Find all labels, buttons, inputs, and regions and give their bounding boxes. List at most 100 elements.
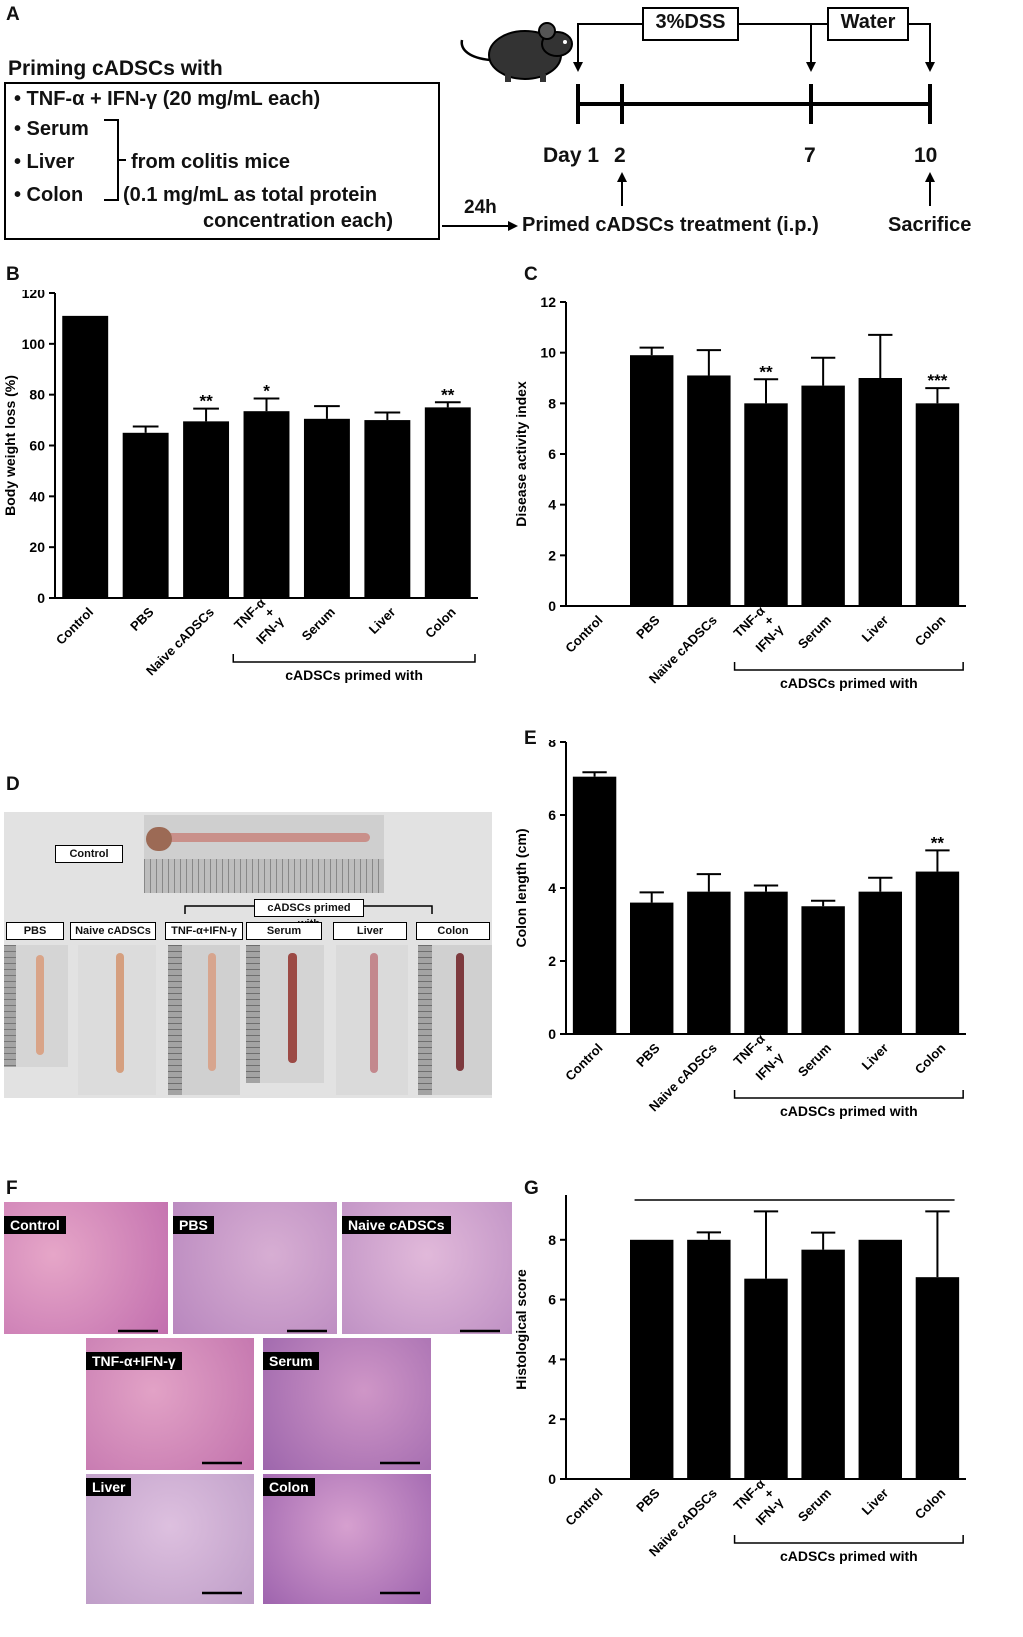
- primed-bracket-label: cADSCs primed with: [780, 1548, 918, 1564]
- significance-marker: **: [931, 833, 945, 852]
- water-box: [827, 7, 909, 41]
- x-tick-text: Control: [53, 604, 96, 647]
- bar-pbs: [630, 902, 674, 1034]
- x-tick-text: PBS: [633, 612, 663, 642]
- x-tick-label: PBS: [633, 1040, 663, 1070]
- bar-colon: [424, 407, 471, 598]
- y-tick-label: 0: [548, 1471, 556, 1487]
- water-label: Water: [840, 11, 896, 33]
- y-tick-label: 2: [548, 1411, 556, 1427]
- bar-naive-cadscs: [687, 891, 731, 1034]
- x-tick-text: PBS: [633, 1485, 663, 1515]
- histology-label-naive: Naive cADSCs: [342, 1216, 451, 1234]
- y-tick-label: 8: [548, 395, 556, 411]
- dss-label: 3%DSS: [655, 11, 726, 33]
- treatment-label: Primed cADSCs treatment (i.p.): [522, 214, 819, 236]
- bar-tnf-: [744, 403, 788, 606]
- bar-pbs: [630, 355, 674, 606]
- control-cecum: [146, 827, 172, 851]
- y-tick-label: 2: [548, 547, 556, 563]
- panel-b-letter: B: [6, 264, 20, 285]
- histology-scale-bars: [118, 1329, 500, 1595]
- x-tick-label: Liver: [859, 612, 892, 645]
- control-colon-photo: [144, 815, 384, 893]
- x-tick-label: TNF-α+IFN-γ: [731, 1031, 787, 1083]
- x-tick-label: PBS: [127, 604, 157, 634]
- panel-a-letter: A: [6, 4, 20, 25]
- arrow-24h-label: 24h: [464, 197, 497, 218]
- photo-label-liver: Liver: [333, 922, 407, 940]
- x-tick-label: Liver: [366, 604, 399, 637]
- bar-serum: [303, 418, 350, 598]
- panel-g-letter: G: [524, 1178, 539, 1199]
- primed-bracket: [733, 662, 964, 671]
- bar-colon: [915, 1277, 960, 1479]
- x-tick-label: Control: [53, 604, 96, 647]
- day10-label: 10: [914, 144, 938, 167]
- photo-label-naive: Naive cADSCs: [70, 922, 156, 940]
- y-tick-label: 4: [548, 1351, 556, 1367]
- y-tick-label: 20: [29, 539, 45, 555]
- y-tick-label: 4: [548, 880, 556, 896]
- photo-label-pbs: PBS: [6, 922, 64, 940]
- x-tick-label: Serum: [795, 612, 834, 651]
- priming-source-text: from colitis mice: [131, 151, 290, 173]
- photo-serum: [246, 945, 324, 1083]
- y-tick-label: 4: [548, 497, 556, 513]
- x-tick-label: Control: [562, 1485, 605, 1528]
- bar-naive-cadscs: [687, 375, 731, 606]
- y-axis-label: Disease activity index: [513, 381, 529, 527]
- x-tick-text: Control: [562, 1040, 605, 1083]
- histology-label-liver: Liver: [86, 1478, 132, 1496]
- bar-pbs: [630, 1239, 674, 1479]
- x-tick-text: PBS: [633, 1040, 663, 1070]
- x-tick-label: Colon: [912, 1485, 949, 1522]
- photo-label-serum: Serum: [246, 922, 322, 940]
- priming-concentration-line1: (0.1 mg/mL as total protein: [123, 184, 378, 206]
- bar-liver: [858, 891, 902, 1034]
- sacrifice-label: Sacrifice: [888, 214, 972, 236]
- photo-group-title: cADSCs primed with: [254, 899, 364, 930]
- y-tick-label: 8: [548, 740, 556, 750]
- x-tick-text: Control: [562, 1485, 605, 1528]
- bar-tnf-: [744, 891, 788, 1034]
- x-tick-text: Liver: [366, 604, 399, 637]
- day7-label: 7: [804, 144, 816, 167]
- x-tick-text: IFN-γ: [753, 1049, 787, 1083]
- bar-serum: [801, 1249, 845, 1479]
- x-tick-label: Liver: [859, 1040, 892, 1073]
- x-tick-text: Serum: [795, 612, 834, 651]
- histology-label-pbs: PBS: [173, 1216, 214, 1234]
- panel-c-letter: C: [524, 264, 538, 285]
- x-tick-text: Control: [562, 612, 605, 655]
- chart-c-disease-activity: 0 2 4 6 8 10 12 Disease activity index Control PB…: [513, 294, 966, 691]
- x-tick-text: Colon: [912, 612, 949, 649]
- photo-naive: [78, 945, 156, 1095]
- bar-pbs: [122, 432, 169, 598]
- photo-label-tnf: TNF-α+IFN-γ: [165, 922, 243, 940]
- x-tick-text: Serum: [795, 1485, 834, 1524]
- x-tick-label: Serum: [795, 1485, 834, 1524]
- histology-label-serum: Serum: [263, 1352, 319, 1370]
- dss-box: [642, 7, 739, 41]
- y-tick-label: 6: [548, 807, 556, 823]
- x-tick-text: Liver: [859, 1485, 892, 1518]
- panel-e-letter: E: [524, 728, 537, 749]
- primed-bracket-label: cADSCs primed with: [780, 675, 918, 691]
- significance-marker: **: [441, 385, 455, 404]
- y-tick-label: 120: [22, 290, 46, 301]
- y-axis-label: Body weight loss (%): [2, 375, 18, 516]
- y-tick-label: 10: [540, 345, 556, 361]
- brace-shape: [104, 119, 126, 201]
- x-tick-text: Colon: [912, 1040, 949, 1077]
- control-colon-tissue: [150, 833, 370, 842]
- x-tick-label: PBS: [633, 1485, 663, 1515]
- panel-f-letter: F: [6, 1178, 18, 1199]
- y-axis-label: Colon length (cm): [513, 829, 529, 948]
- arrow-24h-head: [508, 221, 518, 231]
- day1-label: Day 1: [543, 144, 600, 167]
- x-tick-label: Liver: [859, 1485, 892, 1518]
- histology-label-colon: Colon: [263, 1478, 315, 1496]
- x-tick-text: Colon: [422, 604, 459, 641]
